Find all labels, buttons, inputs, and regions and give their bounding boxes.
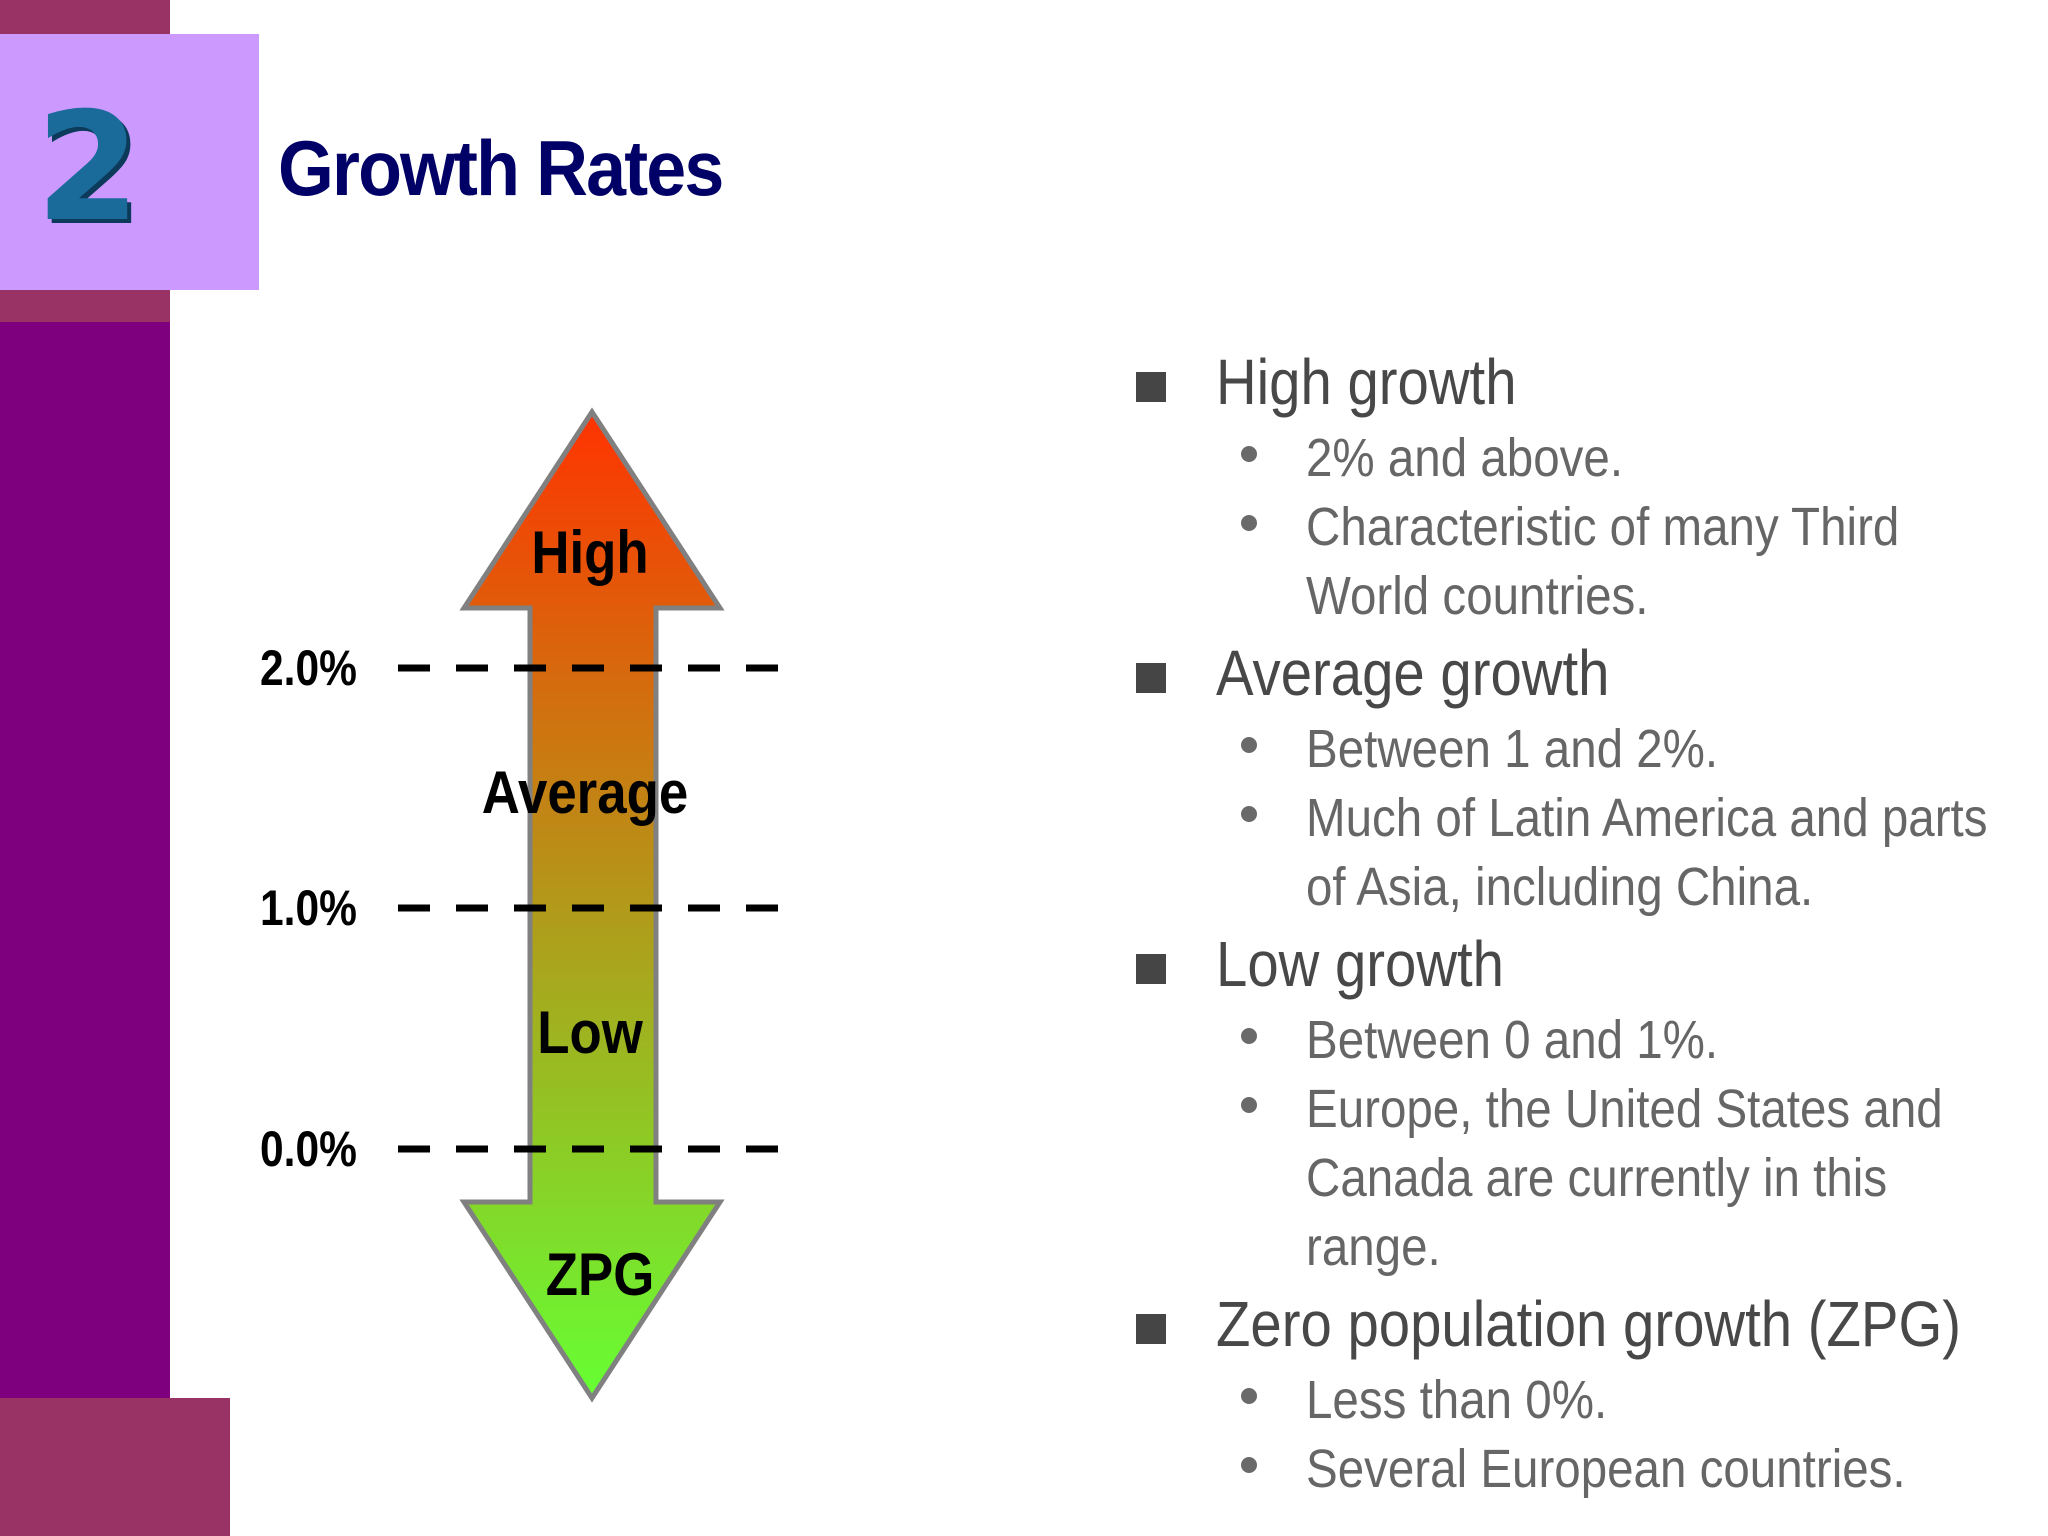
dot-bullet-icon xyxy=(1241,446,1257,462)
sub-bullet-text: Less than 0%. xyxy=(1306,1370,1608,1430)
middle-accent-band xyxy=(0,290,170,322)
dot-bullet-icon xyxy=(1241,515,1257,531)
sub-bullet-text: Europe, the United States and Canada are… xyxy=(1306,1079,1943,1277)
slide-number: 2 xyxy=(35,81,141,255)
square-bullet-icon xyxy=(1136,372,1166,402)
zone-label-zpg: ZPG xyxy=(545,1241,655,1308)
bottom-accent-block xyxy=(0,1398,230,1536)
square-bullet-icon xyxy=(1136,1314,1166,1344)
sub-bullet: Between 1 and 2%. xyxy=(1136,715,2016,784)
dot-bullet-icon xyxy=(1241,1388,1257,1404)
sub-bullet: Europe, the United States and Canada are… xyxy=(1136,1075,2016,1282)
zone-label-high: High xyxy=(531,519,649,586)
square-bullet-icon xyxy=(1136,954,1166,984)
bullet-heading: High growth xyxy=(1216,346,1517,418)
bullet-high-growth: High growth xyxy=(1136,340,2016,424)
zone-label-low: Low xyxy=(537,999,643,1066)
slide-number-box xyxy=(0,34,259,290)
sub-bullet: Several European countries. xyxy=(1136,1435,2016,1504)
tick-label-1: 1.0% xyxy=(260,880,357,936)
dot-bullet-icon xyxy=(1241,1457,1257,1473)
sub-bullet-text: 2% and above. xyxy=(1306,428,1624,488)
sub-bullet: Between 0 and 1%. xyxy=(1136,1006,2016,1075)
sub-bullet: Less than 0%. xyxy=(1136,1366,2016,1435)
tick-label-0: 0.0% xyxy=(260,1121,357,1177)
top-accent-band xyxy=(0,0,170,34)
slide-title: Growth Rates xyxy=(278,124,724,212)
bullet-average-growth: Average growth xyxy=(1136,631,2016,715)
dot-bullet-icon xyxy=(1241,737,1257,753)
sub-bullet-text: Characteristic of many Third World count… xyxy=(1306,497,1900,626)
sub-bullet: Characteristic of many Third World count… xyxy=(1136,493,2016,631)
double-arrow-graphic xyxy=(398,407,780,1403)
bullet-heading: Zero population growth (ZPG) xyxy=(1216,1288,1962,1360)
sub-bullet-text: Much of Latin America and parts of Asia,… xyxy=(1306,788,1988,917)
bullet-list: High growth 2% and above. Characteristic… xyxy=(1136,340,2016,1504)
bullet-zero-growth: Zero population growth (ZPG) xyxy=(1136,1282,2016,1366)
dot-bullet-icon xyxy=(1241,806,1257,822)
sub-bullet-text: Several European countries. xyxy=(1306,1439,1906,1499)
sub-bullet: 2% and above. xyxy=(1136,424,2016,493)
dot-bullet-icon xyxy=(1241,1097,1257,1113)
dot-bullet-icon xyxy=(1241,1028,1257,1044)
sub-bullet-text: Between 1 and 2%. xyxy=(1306,719,1719,779)
sub-bullet-text: Between 0 and 1%. xyxy=(1306,1010,1719,1070)
sub-bullet: Much of Latin America and parts of Asia,… xyxy=(1136,784,2016,922)
tick-label-2: 2.0% xyxy=(260,640,357,696)
bullet-heading: Low growth xyxy=(1216,928,1505,1000)
zone-label-average: Average xyxy=(481,759,689,826)
square-bullet-icon xyxy=(1136,663,1166,693)
bullet-low-growth: Low growth xyxy=(1136,922,2016,1006)
growth-rate-diagram: 2.0% 1.0% 0.0% High Average Low ZPG xyxy=(240,390,800,1420)
bullet-heading: Average growth xyxy=(1216,637,1610,709)
